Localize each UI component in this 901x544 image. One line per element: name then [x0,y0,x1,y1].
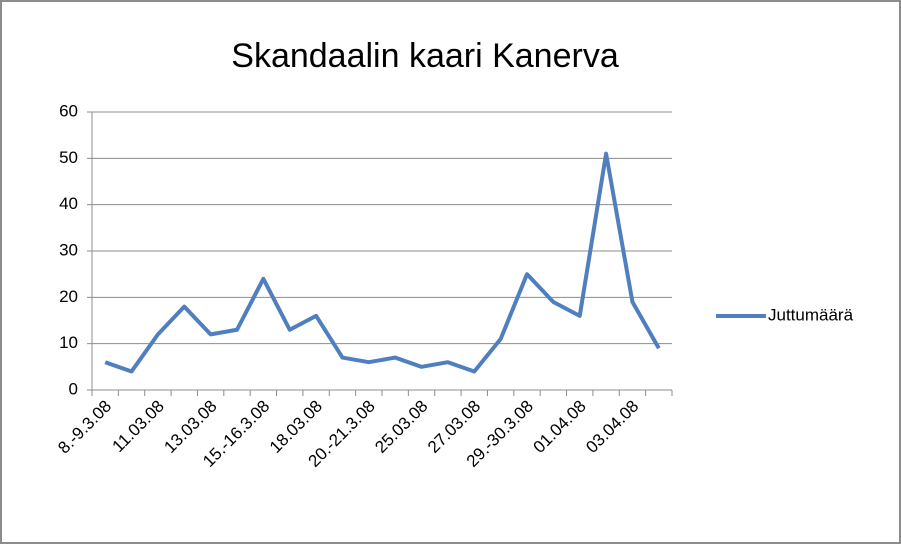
y-tick-label: 60 [59,101,78,120]
y-tick-label: 30 [59,240,78,259]
y-tick-label: 10 [59,333,78,352]
data-line [104,151,661,374]
chart-title: Skandaalin kaari Kanerva [231,37,619,75]
y-tick-label: 50 [59,148,78,167]
y-tick-label: 0 [69,379,78,398]
y-tick-label: 20 [59,287,78,306]
y-tick-label: 40 [59,194,78,213]
legend-label: Juttumäärä [768,305,854,324]
